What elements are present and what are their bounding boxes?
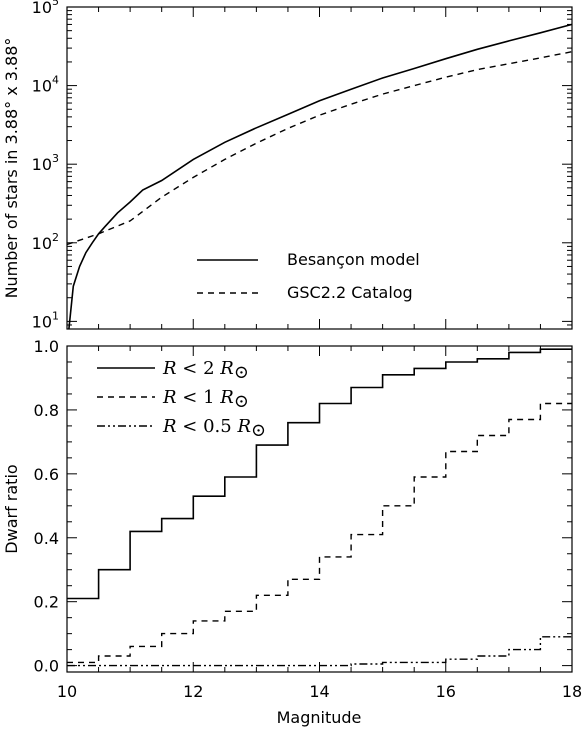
x-tick-label: 12: [183, 682, 203, 701]
dwarf-ratio-r-lt-0-5-curve: [67, 636, 572, 667]
y-tick-label: 0.8: [34, 401, 59, 420]
star-count-ticks: 101 102 103 104 105: [32, 0, 573, 331]
dwarf-ratio-legend: R < 2 R⊙ R < 1 R⊙ R < 0.5 R⊙: [97, 358, 266, 441]
dwarf-ratio-r-lt-2-curve: [67, 348, 572, 600]
dwarf-ratio-y-axis-title: Dwarf ratio: [2, 464, 21, 553]
star-count-legend: Besançon model GSC2.2 Catalog: [197, 250, 420, 302]
y-tick-label: 1.0: [34, 337, 59, 356]
y-tick-label: 105: [32, 0, 59, 17]
magnitude-x-axis-title: Magnitude: [277, 708, 362, 727]
y-tick-label: 103: [32, 152, 59, 174]
x-tick-label: 14: [309, 682, 329, 701]
dwarf-ratio-series: [67, 348, 572, 667]
x-tick-label: 16: [436, 682, 456, 701]
legend-label-3: R < 0.5 R⊙: [162, 416, 266, 441]
y-tick-label: 0.2: [34, 593, 59, 612]
dwarf-ratio-plot-frame: [66, 345, 573, 673]
star-count-series: [66, 23, 573, 330]
legend-label-gsc: GSC2.2 Catalog: [287, 283, 413, 302]
legend-label-1: R < 2 R⊙: [162, 358, 249, 383]
y-tick-label: 0.0: [34, 657, 59, 676]
dwarf-ratio-panel: 0.0 0.2 0.4 0.6 0.8 1.0 10 12 14 16 18 Dwarf ratio…: [2, 337, 582, 727]
besancon-model-curve: [68, 23, 573, 330]
y-tick-label: 102: [32, 231, 59, 253]
x-tick-label: 10: [57, 682, 77, 701]
y-tick-label: 0.6: [34, 465, 59, 484]
star-count-panel: 101 102 103 104 105 Number of stars in 3.88°…: [2, 0, 573, 331]
gsc-catalog-curve: [66, 51, 573, 246]
y-tick-label: 101: [32, 309, 59, 331]
dwarf-ratio-ticks: 0.0 0.2 0.4 0.6 0.8 1.0 10 12 14 16 18: [34, 337, 582, 701]
y-tick-label: 0.4: [34, 529, 59, 548]
star-count-plot-frame: [66, 6, 573, 330]
legend-label-besancon: Besançon model: [287, 250, 420, 269]
star-count-y-axis-title: Number of stars in 3.88° x 3.88°: [2, 38, 21, 299]
y-tick-label: 104: [32, 74, 59, 96]
dwarf-ratio-r-lt-1-curve: [67, 402, 572, 664]
legend-label-2: R < 1 R⊙: [162, 387, 249, 412]
x-tick-label: 18: [562, 682, 582, 701]
